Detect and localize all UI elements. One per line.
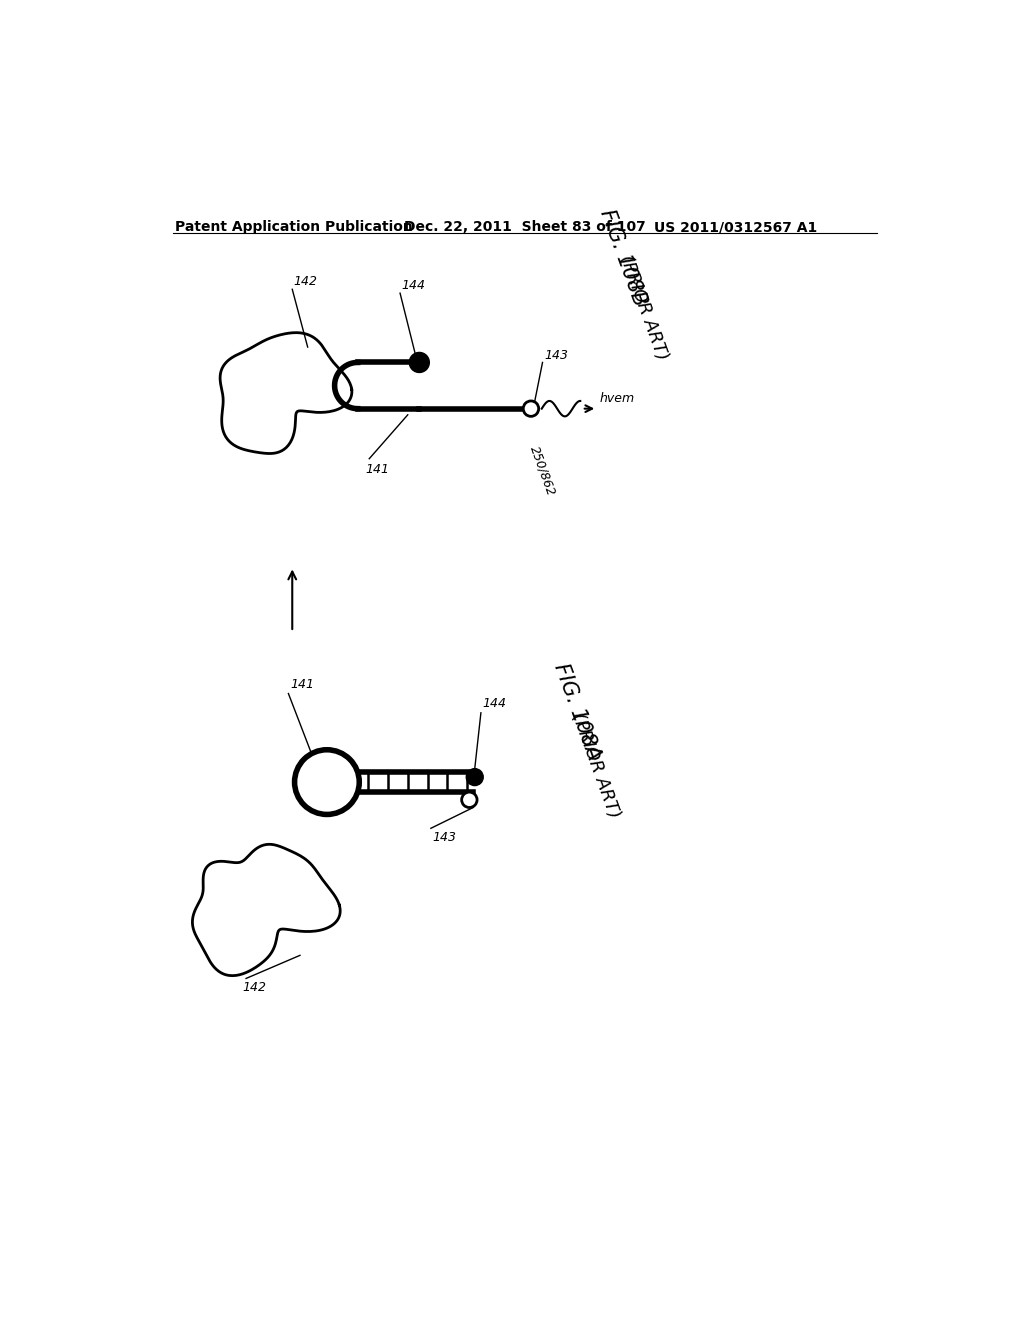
Text: 142: 142 bbox=[294, 275, 317, 288]
Text: Patent Application Publication: Patent Application Publication bbox=[175, 220, 413, 234]
Text: 143: 143 bbox=[544, 350, 568, 363]
Text: 144: 144 bbox=[482, 697, 507, 710]
Text: (PRIOR ART): (PRIOR ART) bbox=[615, 252, 671, 363]
Text: 144: 144 bbox=[401, 279, 426, 292]
Text: 141: 141 bbox=[366, 462, 389, 475]
Text: FIG. 108A: FIG. 108A bbox=[550, 660, 604, 763]
Circle shape bbox=[466, 768, 483, 785]
Circle shape bbox=[462, 792, 477, 808]
Text: Dec. 22, 2011  Sheet 83 of 107: Dec. 22, 2011 Sheet 83 of 107 bbox=[403, 220, 646, 234]
Text: FIG. 108B: FIG. 108B bbox=[596, 206, 650, 309]
Text: 250/862: 250/862 bbox=[527, 444, 557, 498]
Circle shape bbox=[523, 401, 539, 416]
Text: 141: 141 bbox=[290, 678, 314, 692]
Circle shape bbox=[295, 750, 359, 814]
Text: 142: 142 bbox=[243, 981, 266, 994]
Text: hvem: hvem bbox=[599, 392, 635, 405]
Text: (PRIOR ART): (PRIOR ART) bbox=[568, 710, 623, 821]
Text: US 2011/0312567 A1: US 2011/0312567 A1 bbox=[654, 220, 817, 234]
Circle shape bbox=[410, 352, 429, 372]
Text: 143: 143 bbox=[432, 830, 457, 843]
